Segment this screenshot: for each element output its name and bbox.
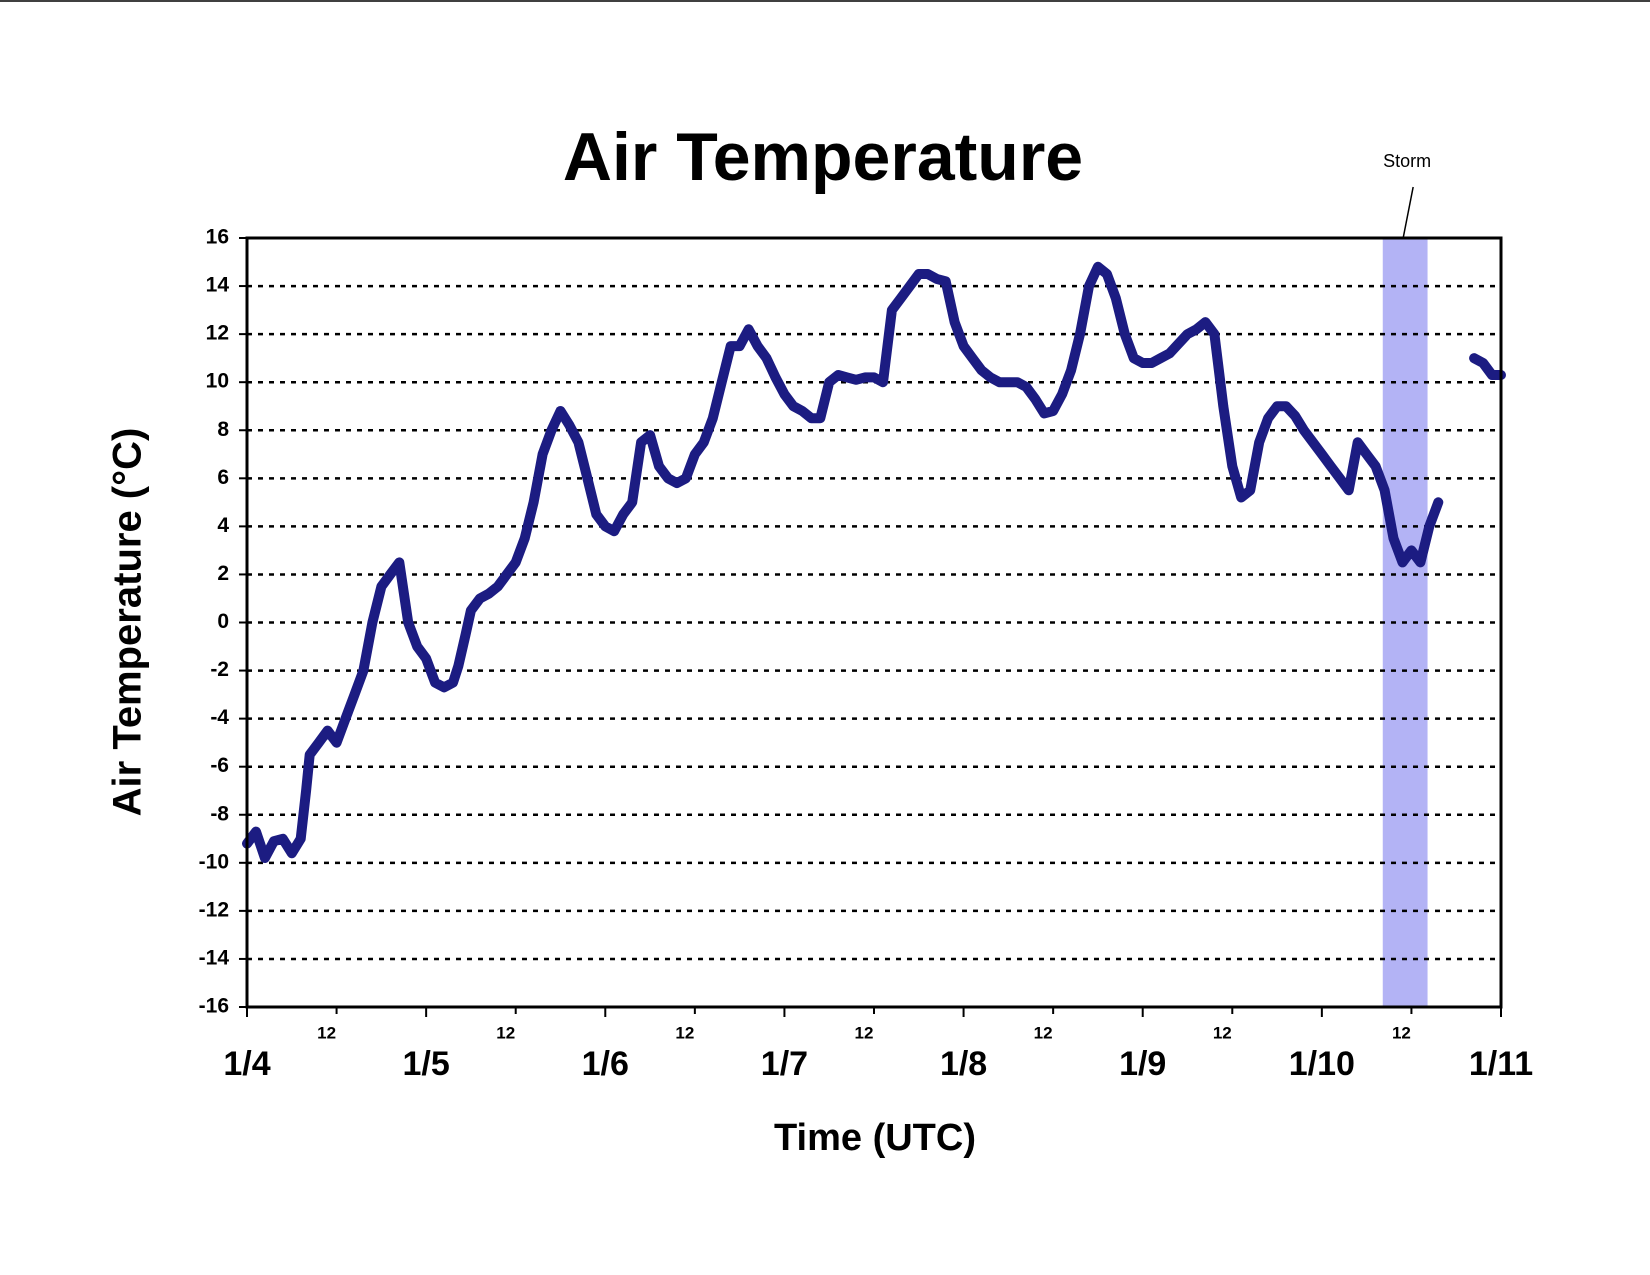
y-tick-label: -2 <box>210 658 229 681</box>
y-axis-label: Air Temperature (°C) <box>106 428 150 817</box>
y-tick-label: 16 <box>206 226 229 249</box>
annotation-label: Storm <box>1383 151 1431 171</box>
y-tick-label: 6 <box>217 466 229 489</box>
x-tick-label: 1/10 <box>1289 1045 1355 1083</box>
x-tick-label: 1/4 <box>223 1045 270 1083</box>
x-tick-label: 1/11 <box>1469 1045 1533 1083</box>
x-tick-label: 1/7 <box>761 1045 808 1083</box>
y-tick-label: -12 <box>199 898 229 921</box>
y-tick-label: -14 <box>199 946 230 969</box>
y-tick-label: 14 <box>206 274 230 297</box>
x-minor-tick-label: 12 <box>1213 1023 1232 1042</box>
temperature-line <box>242 261 1506 863</box>
x-minor-tick-label: 12 <box>675 1023 694 1042</box>
plot-frame <box>245 236 1503 1009</box>
x-tick-label: 1/9 <box>1119 1045 1166 1083</box>
x-minor-tick-label: 12 <box>855 1023 874 1042</box>
y-tick-label: -10 <box>199 850 229 873</box>
x-minor-tick-label: 12 <box>1392 1023 1411 1042</box>
x-minor-tick-label: 12 <box>496 1023 515 1042</box>
x-minor-tick-label: 12 <box>1034 1023 1053 1042</box>
chart-title: Air Temperature <box>563 119 1083 195</box>
y-tick-label: 8 <box>217 418 229 441</box>
x-tick-label: 1/5 <box>403 1045 450 1083</box>
y-tick-label: 2 <box>217 562 229 585</box>
x-minor-tick-label: 12 <box>317 1023 336 1042</box>
x-axis-label: Time (UTC) <box>774 1117 976 1159</box>
x-tick-label: 1/6 <box>582 1045 629 1083</box>
y-tick-label: -4 <box>210 706 229 729</box>
y-tick-label: -16 <box>199 995 229 1018</box>
y-tick-label: -6 <box>210 754 229 777</box>
annotation-leader <box>1402 186 1414 239</box>
y-tick-label: 4 <box>217 514 229 537</box>
x-tick-label: 1/8 <box>940 1045 987 1083</box>
y-tick-label: 10 <box>206 370 229 393</box>
y-tick-label: 0 <box>217 610 229 633</box>
y-tick-label: 12 <box>206 322 229 345</box>
y-tick-label: -8 <box>210 802 229 825</box>
